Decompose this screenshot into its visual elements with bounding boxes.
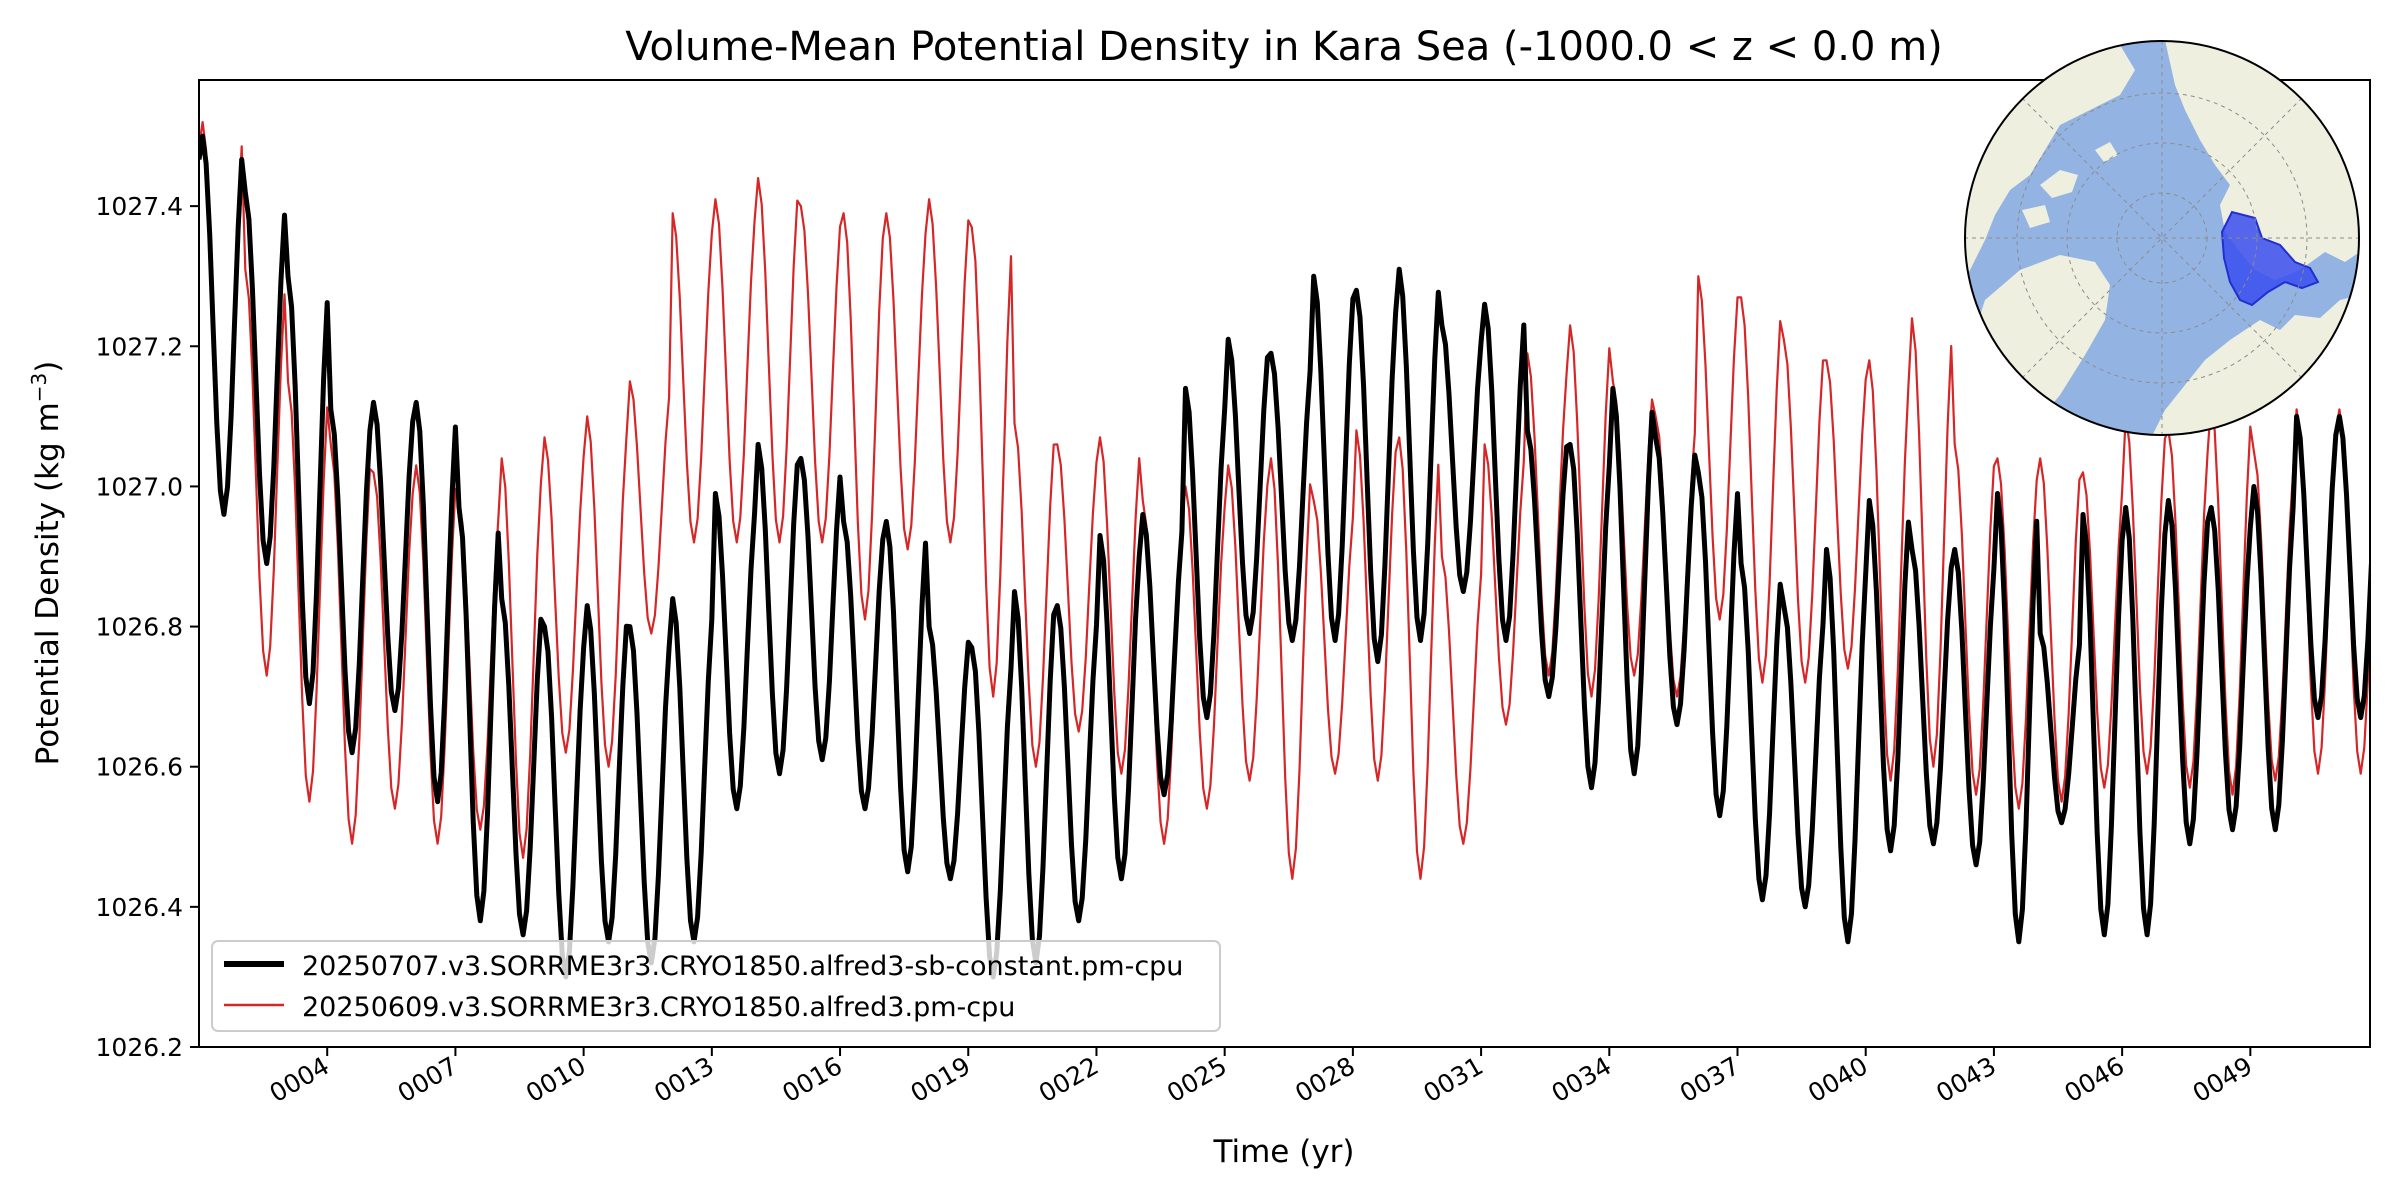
x-axis-ticks: 0004 0007 0010 0013 0016 0019 0022 0025 0028 0031…	[265, 1047, 2258, 1108]
x-tick-label: 0022	[1034, 1051, 1104, 1108]
y-tick-label: 1026.6	[96, 753, 183, 782]
x-tick-label: 0049	[2188, 1051, 2258, 1108]
x-tick-label: 0019	[906, 1051, 976, 1108]
legend-box	[211, 940, 1221, 1032]
series-layer	[199, 120, 2370, 980]
series-line-1	[199, 133, 2370, 980]
y-tick-label: 1026.4	[96, 893, 183, 922]
graticule-ring-3	[2016, 92, 2308, 384]
y-axis-label-main: Potential Density (kg m	[30, 402, 66, 765]
legend: 20250707.v3.SORRME3r3.CRYO1850.alfred3-s…	[211, 940, 1221, 1032]
graticule-ring-2	[2066, 142, 2258, 334]
y-tick-label: 1026.2	[96, 1033, 183, 1062]
x-axis-label: Time (yr)	[1213, 1134, 1355, 1170]
graticule-meridian-4	[2021, 97, 2303, 379]
legend-label-series-2: 20250609.v3.SORRME3r3.CRYO1850.alfred3.p…	[302, 992, 1015, 1023]
x-tick-label: 0043	[1931, 1051, 2001, 1108]
x-tick-label: 0046	[2060, 1051, 2130, 1108]
y-tick-label: 1027.2	[96, 332, 183, 361]
series-line-2	[199, 120, 2370, 880]
x-tick-label: 0007	[393, 1051, 463, 1108]
y-axis-label-superscript: −3	[27, 373, 51, 402]
y-tick-label: 1027.4	[96, 192, 183, 221]
chart-title: Volume-Mean Potential Density in Kara Se…	[625, 24, 1943, 70]
graticule-meridian-3	[2021, 97, 2303, 379]
map-graticule	[1965, 41, 2359, 435]
x-tick-label: 0013	[649, 1051, 719, 1108]
map-border	[1964, 40, 2360, 436]
land-north-america	[1965, 41, 2135, 435]
x-tick-label: 0037	[1675, 1051, 1745, 1108]
y-tick-label: 1026.8	[96, 613, 183, 642]
x-tick-label: 0025	[1162, 1051, 1232, 1108]
x-tick-label: 0016	[777, 1051, 847, 1108]
y-axis-label-end: )	[30, 361, 66, 373]
y-tick-label: 1027.0	[96, 472, 183, 501]
x-tick-label: 0034	[1547, 1051, 1617, 1108]
kara-sea-region	[2220, 210, 2320, 307]
x-tick-label: 0040	[1803, 1051, 1873, 1108]
x-tick-label: 0004	[265, 1051, 335, 1108]
y-axis-label: Potential Density (kg m−3)	[27, 361, 66, 766]
y-axis-ticks: 1026.2 1026.4 1026.6 1026.8 1027.0 1027.2 1027…	[96, 192, 199, 1062]
x-tick-label: 0028	[1290, 1051, 1360, 1108]
plot-frame	[198, 79, 2371, 1048]
x-tick-label: 0010	[521, 1051, 591, 1108]
legend-label-series-1: 20250707.v3.SORRME3r3.CRYO1850.alfred3-s…	[302, 951, 1183, 982]
x-tick-label: 0031	[1418, 1051, 1488, 1108]
land-arctic-islands	[2022, 142, 2118, 228]
